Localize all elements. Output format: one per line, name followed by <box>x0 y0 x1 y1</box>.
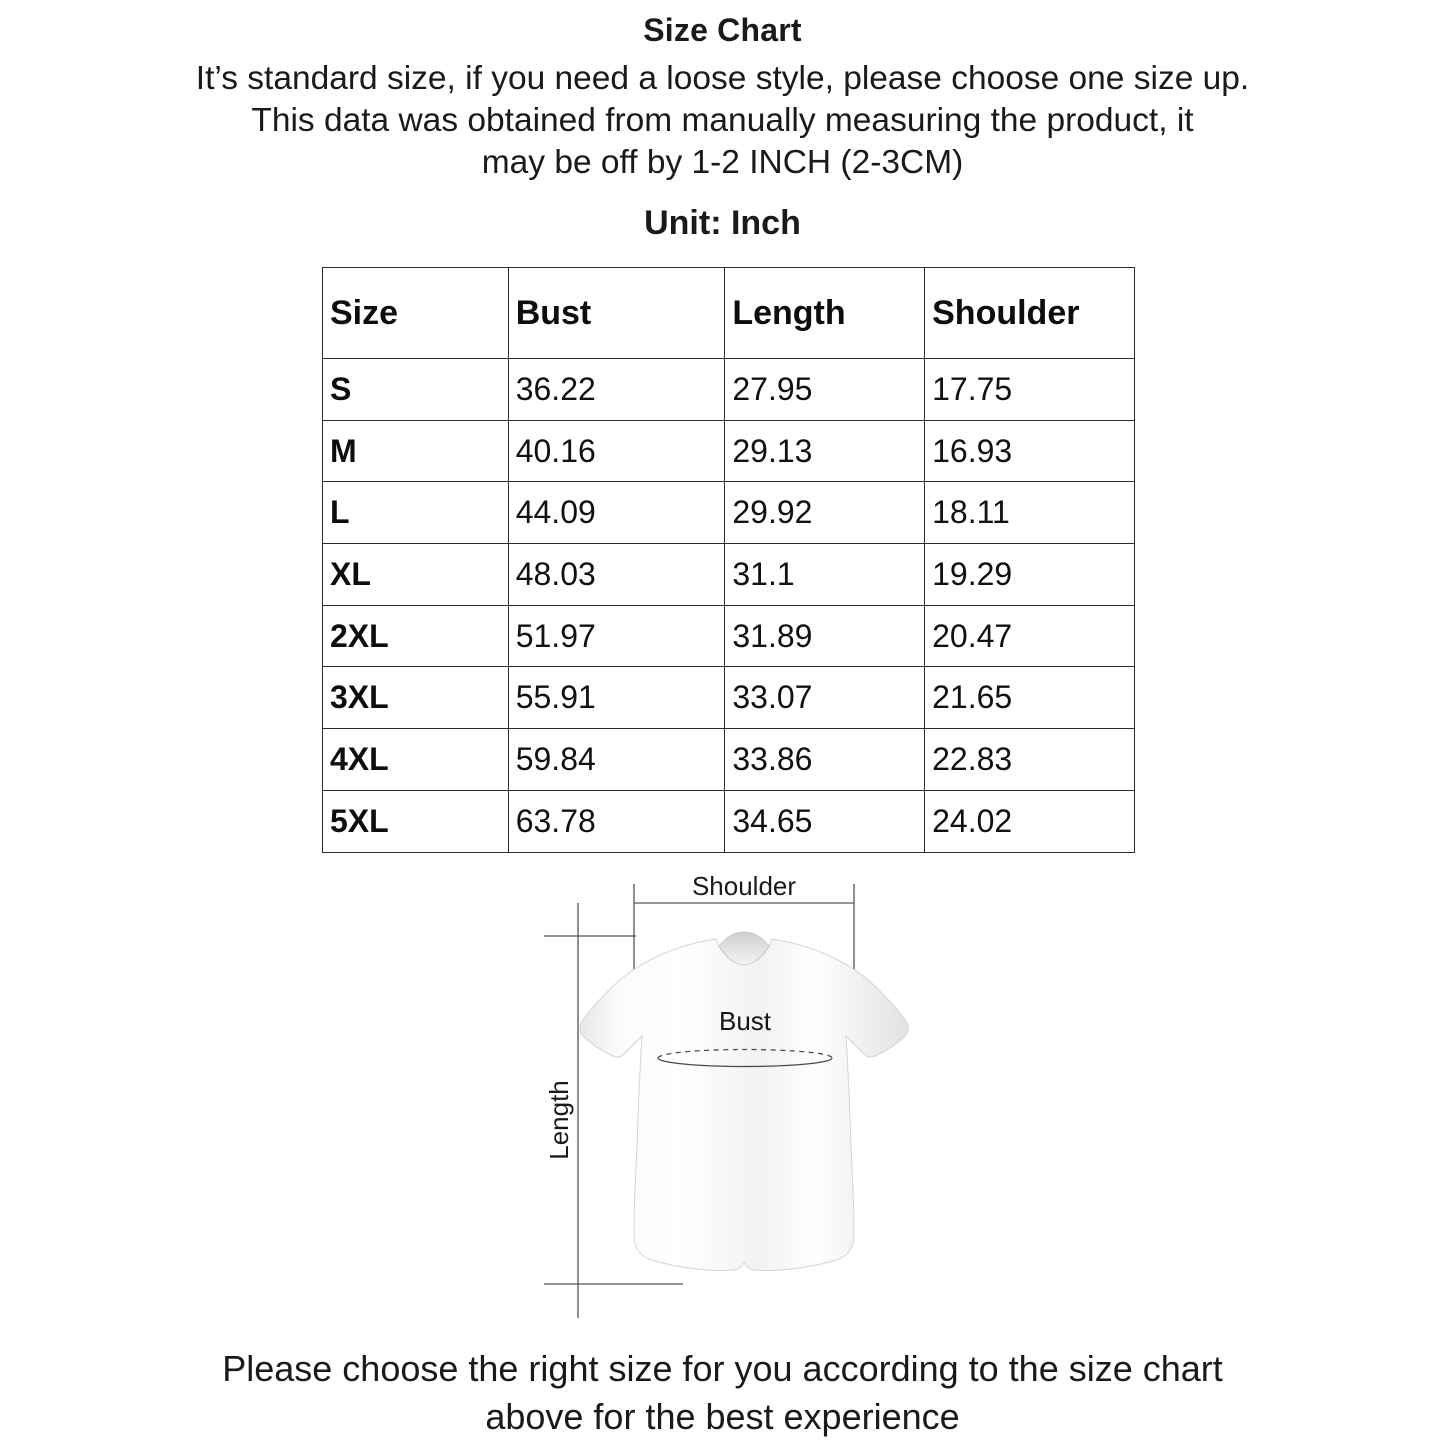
svg-text:Shoulder: Shoulder <box>692 871 796 901</box>
svg-text:Bust: Bust <box>719 1006 772 1036</box>
svg-text:Length: Length <box>544 1080 574 1160</box>
